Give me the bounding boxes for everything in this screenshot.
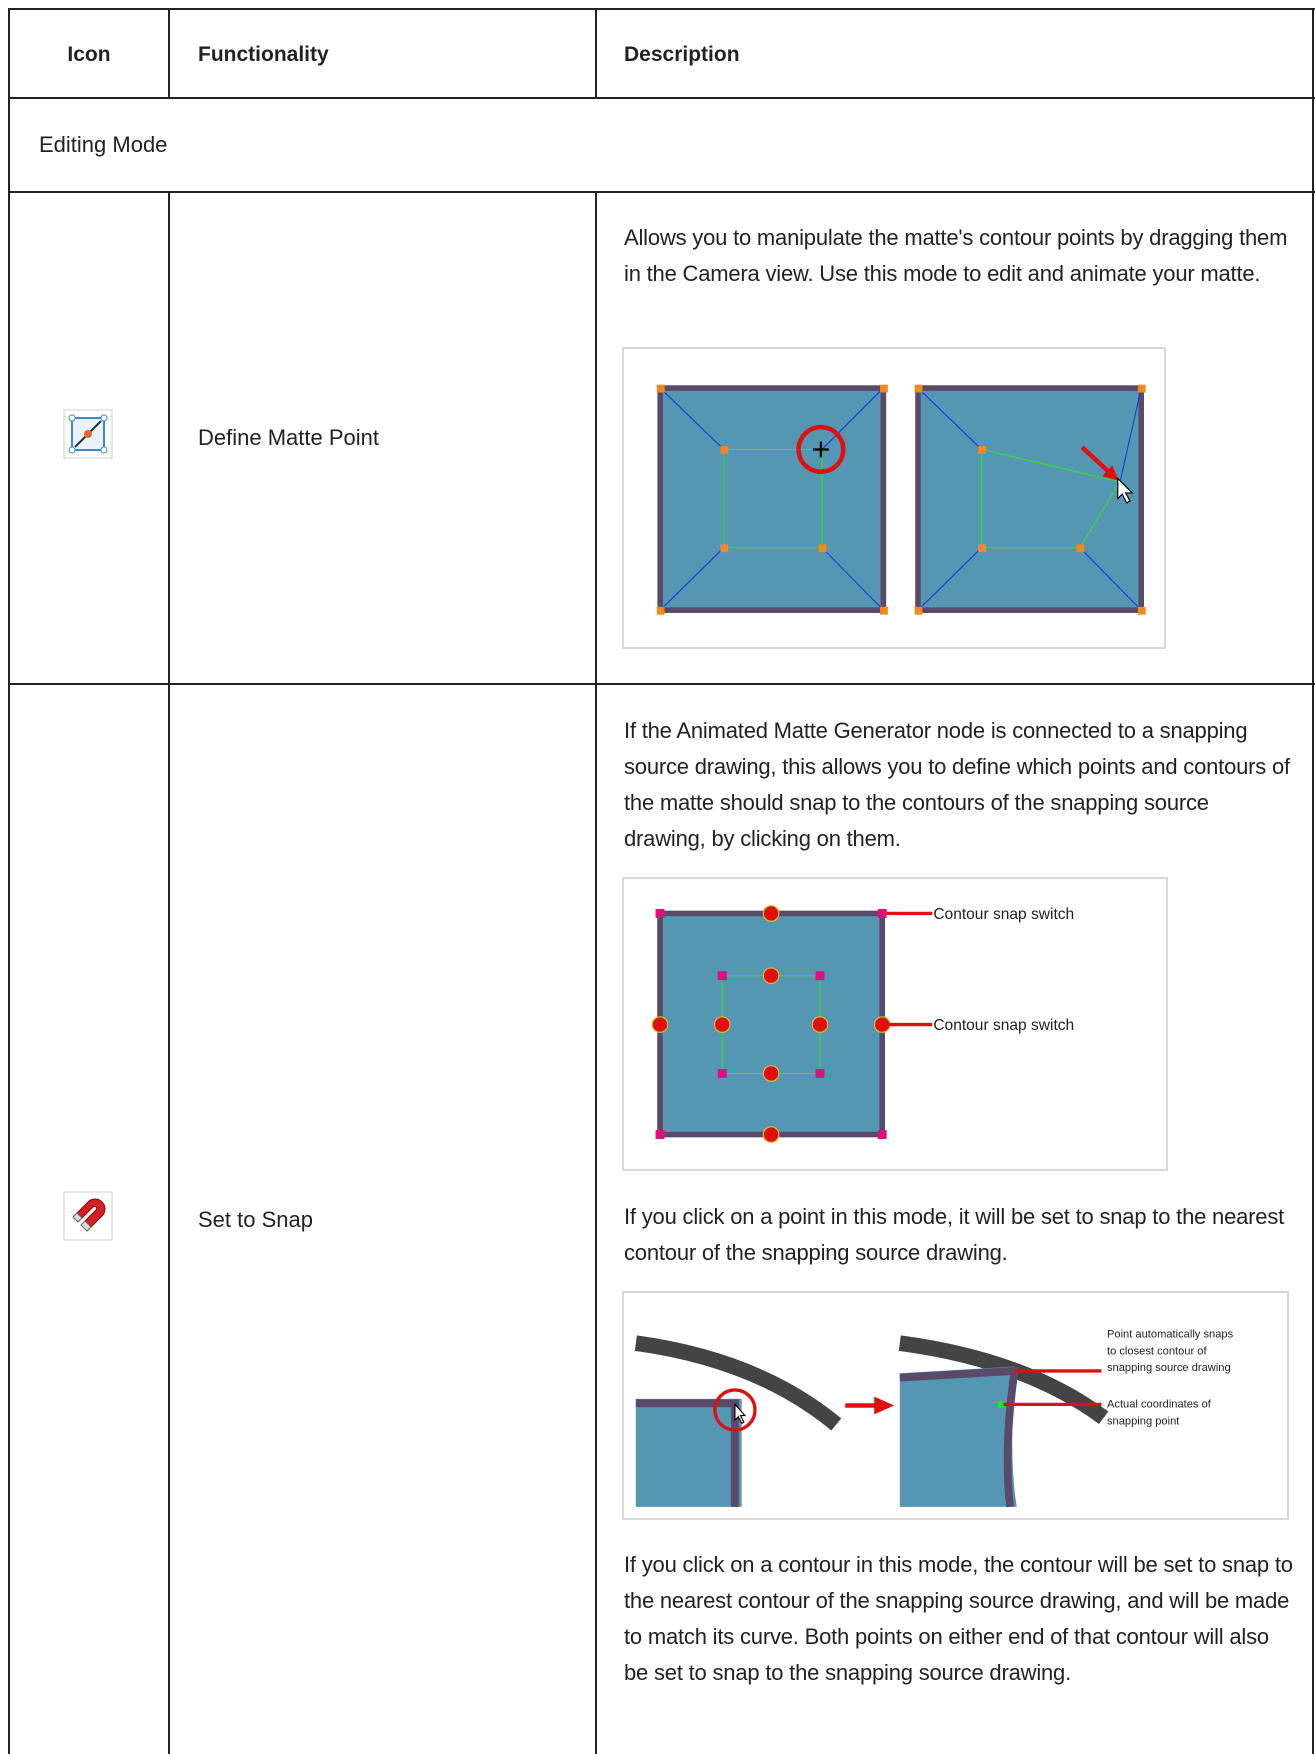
- icon-set-to-snap: [63, 1191, 113, 1241]
- border: [8, 8, 10, 1754]
- figure: [622, 347, 1166, 649]
- description: Allows you to manipulate the matte's con…: [624, 225, 1288, 286]
- icon-define-matte-point: [63, 409, 113, 459]
- figure-drawing: Point automatically snaps to closest con…: [634, 1329, 1234, 1508]
- border: [8, 191, 1315, 193]
- annotation: to closest contour of: [1107, 1345, 1207, 1357]
- border: [595, 8, 597, 98]
- header-cell: Description: [624, 43, 740, 66]
- functionality: Set to Snap: [198, 1207, 313, 1232]
- figure: Point automatically snaps to closest con…: [622, 1291, 1289, 1520]
- border: [8, 8, 1315, 10]
- border: [168, 192, 170, 1754]
- functionality: Define Matte Point: [198, 425, 379, 450]
- header-cell: Icon: [67, 43, 111, 66]
- annotation: Point automatically snaps: [1107, 1329, 1234, 1341]
- header-cell: Functionality: [198, 43, 329, 66]
- figure-drawing: [656, 384, 1146, 615]
- description: If you click on a point in this mode, it…: [624, 1204, 1285, 1265]
- annotation: snapping point: [1107, 1415, 1180, 1427]
- description: If you click on a contour in this mode, …: [624, 1552, 1293, 1685]
- figure: Contour snap switch Contour snap switch: [622, 877, 1168, 1171]
- section-label: Editing Mode: [39, 132, 168, 157]
- border: [8, 683, 1315, 685]
- border: [595, 192, 597, 1754]
- border: [1312, 8, 1314, 1754]
- border: [168, 8, 170, 98]
- annotation: snapping source drawing: [1107, 1362, 1231, 1374]
- border: [8, 97, 1315, 99]
- description: If the Animated Matte Generator node is …: [624, 718, 1290, 851]
- annotation: Contour snap switch: [933, 1017, 1074, 1034]
- annotation: Actual coordinates of: [1107, 1399, 1212, 1411]
- annotation: Contour snap switch: [933, 906, 1074, 923]
- figure-drawing: Contour snap switch Contour snap switch: [651, 905, 1074, 1143]
